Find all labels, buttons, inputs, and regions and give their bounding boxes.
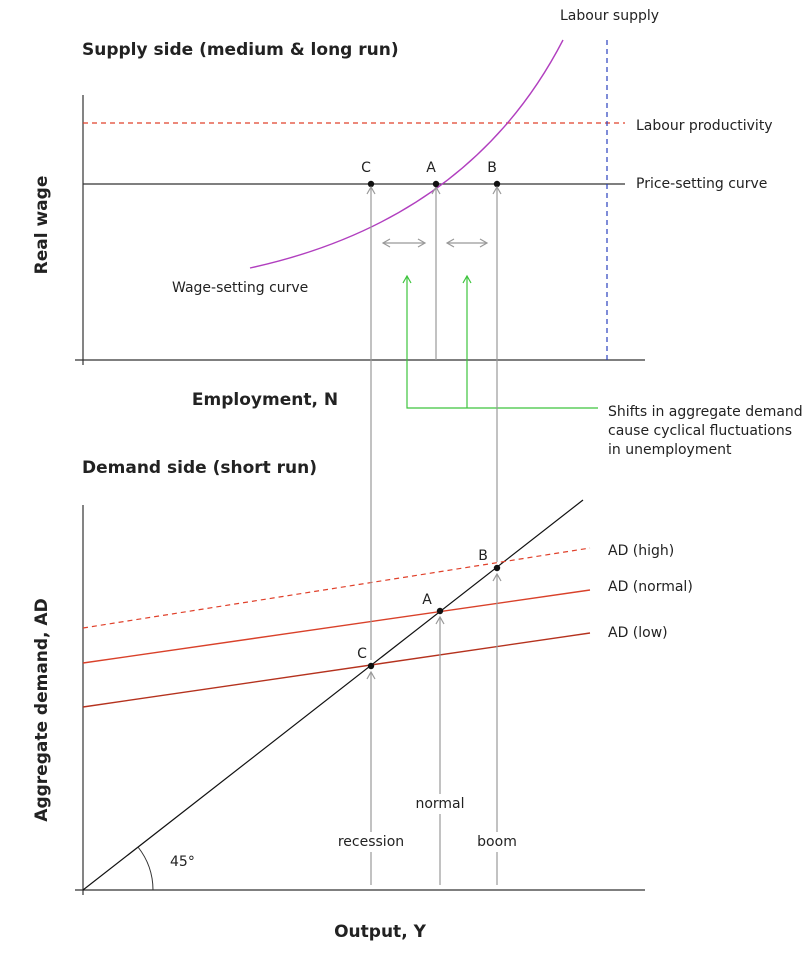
curve-label: AD (low) xyxy=(608,625,668,641)
state-label: boom xyxy=(477,834,517,850)
point-label: A xyxy=(426,160,436,176)
ad-high-line xyxy=(82,547,591,629)
annotation: Shifts in aggregate demand cause cyclica… xyxy=(608,404,803,458)
annotation-line: cause cyclical fluctuations xyxy=(608,423,792,439)
y-axis-label: Aggregate demand, AD xyxy=(32,598,52,821)
point xyxy=(436,607,444,615)
label-bg xyxy=(333,832,409,852)
state-label: recession xyxy=(338,834,404,850)
point xyxy=(493,180,501,188)
angle-label: 45° xyxy=(170,854,195,870)
45-degree-line xyxy=(82,499,584,891)
annotation-line: Shifts in aggregate demand xyxy=(608,404,803,420)
point xyxy=(367,180,375,188)
panel-title: Demand side (short run) xyxy=(82,458,317,478)
curve-label: AD (normal) xyxy=(608,579,693,595)
state-label: normal xyxy=(415,796,464,812)
point-label: C xyxy=(361,160,371,176)
point xyxy=(367,662,375,670)
x-axis-label: Employment, N xyxy=(192,390,338,410)
supply-panel: Supply side (medium & long run) Labour s… xyxy=(32,8,773,410)
ad-low-line xyxy=(82,632,591,708)
point xyxy=(493,564,501,572)
panel-title: Supply side (medium & long run) xyxy=(82,40,399,60)
x-axis-label: Output, Y xyxy=(334,922,426,942)
label-bg xyxy=(412,794,468,814)
curve-label: AD (high) xyxy=(608,543,674,559)
label-bg xyxy=(474,832,520,852)
demand-panel: Demand side (short run) 45° AD (high) AD… xyxy=(32,185,693,942)
curve-label: Wage-setting curve xyxy=(172,280,308,296)
point-label: C xyxy=(357,646,367,662)
point-label: B xyxy=(478,548,488,564)
curve-label: Price-setting curve xyxy=(636,176,767,192)
ad-normal-line xyxy=(82,589,591,664)
point-label: B xyxy=(487,160,497,176)
y-axis-label: Real wage xyxy=(32,176,52,275)
wage-setting-curve xyxy=(249,39,564,269)
point-label: A xyxy=(422,592,432,608)
angle-arc xyxy=(137,846,154,891)
point xyxy=(432,180,440,188)
curve-label: Labour productivity xyxy=(636,118,773,134)
curve-label: Labour supply xyxy=(560,8,659,24)
annotation-line: in unemployment xyxy=(608,442,732,458)
green-arrow xyxy=(402,274,598,409)
